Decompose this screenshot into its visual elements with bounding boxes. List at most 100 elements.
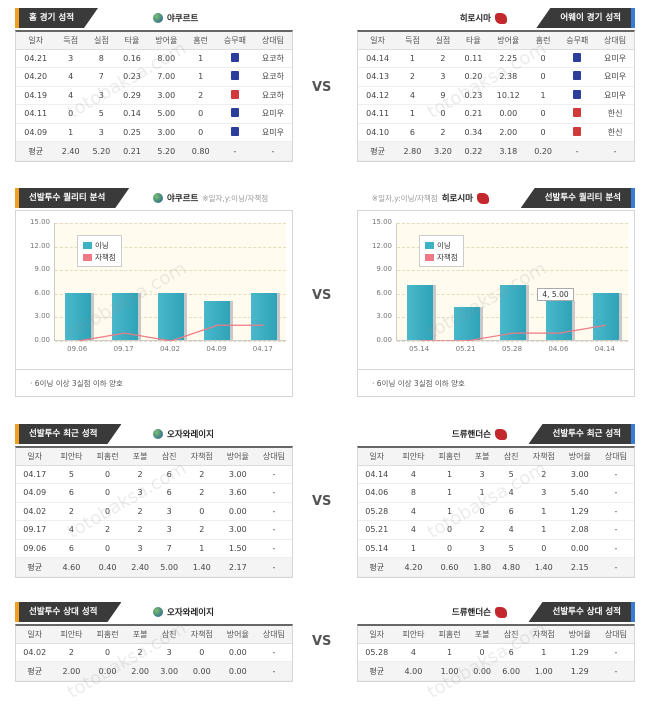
table-cell: 09.06 xyxy=(16,539,54,558)
legend-innings: 이닝 xyxy=(83,239,116,251)
y-tick-label: 12.00 xyxy=(371,241,392,250)
table-cell: - xyxy=(255,539,292,558)
table-row: 04.14 4 1 3 5 2 3.00- xyxy=(358,465,634,484)
table-cell: 1 xyxy=(185,49,216,68)
innings-bar[interactable] xyxy=(158,292,184,340)
table-cell: 3 xyxy=(86,86,117,105)
average-cell: - xyxy=(253,141,292,161)
legend-swatch xyxy=(425,253,434,261)
innings-bar[interactable] xyxy=(204,300,231,340)
y-tick-label: 0.00 xyxy=(376,336,392,344)
table-cell: - xyxy=(597,520,634,540)
innings-bar[interactable] xyxy=(592,292,619,340)
average-cell: 평균 xyxy=(358,557,396,577)
legend-swatch xyxy=(425,241,434,249)
x-tick-label: 05.28 xyxy=(501,345,523,353)
table-cell: - xyxy=(597,502,634,521)
away-record-panel: 히로시마 어웨이 경기 성적 일자 득점 실점 타율 방어율 홈런 승무패 상대팀 04.14 1… xyxy=(357,8,635,162)
innings-bar[interactable] xyxy=(111,292,138,340)
average-cell: 0.00 xyxy=(219,661,256,681)
table-cell: 0 xyxy=(183,502,220,521)
result-cell xyxy=(215,49,254,68)
average-cell: - xyxy=(558,141,597,161)
table-cell: 0.00 xyxy=(219,643,256,662)
table-cell: 3.00 xyxy=(561,465,598,484)
table-row: 04.21 3 8 0.16 8.00 1 요코하 xyxy=(16,49,292,68)
table-cell: 3 xyxy=(125,539,155,558)
column-header: 자책점 xyxy=(183,626,220,644)
table-cell: 6 xyxy=(53,539,90,558)
table-cell: 0 xyxy=(89,643,126,662)
yakult-logo-icon xyxy=(153,13,163,23)
average-cell: 1.00 xyxy=(431,661,468,681)
yakult-logo-icon xyxy=(153,607,163,617)
table-cell: 0.16 xyxy=(116,49,148,68)
table-cell: 0 xyxy=(431,539,468,558)
table-cell: 8 xyxy=(86,49,117,68)
result-cell xyxy=(558,67,597,87)
loss-badge-icon xyxy=(573,108,582,118)
y-tick-label: 9.00 xyxy=(376,265,392,274)
table-row: 04.02 2 0 2 3 0 0.00- xyxy=(16,502,292,521)
table-cell: 6 xyxy=(496,643,526,662)
average-cell: 2.40 xyxy=(55,141,87,161)
table-cell: 05.28 xyxy=(358,502,396,521)
table-cell: 0 xyxy=(89,465,126,484)
innings-bar[interactable] xyxy=(250,292,277,340)
column-header: 일자 xyxy=(16,32,56,50)
table-cell: 1 xyxy=(525,520,562,540)
table-cell: 한신 xyxy=(596,123,634,142)
right-quality-chart: 이닝 자책점 4, 5.00 0.00 3.00 6.00 9.00 12.00 15.00 0… xyxy=(357,210,635,370)
innings-bar[interactable] xyxy=(500,284,526,340)
right-recent-pitcher-panel: 드류핸더슨 선발투수 최근 성적 일자 피안타 피홈런 포볼 삼진 자책점 방어율 상대팀 04… xyxy=(357,424,635,578)
gridline xyxy=(55,341,286,342)
column-header: 피홈런 xyxy=(431,626,468,644)
table-cell: 2 xyxy=(53,643,90,662)
table-cell: 2 xyxy=(125,520,155,540)
table-cell: 요미우 xyxy=(253,123,292,142)
table-cell: 2 xyxy=(183,465,220,484)
right-recent-title: 선발투수 최근 성적 xyxy=(528,424,635,444)
average-cell: - xyxy=(597,661,634,681)
x-tick-label: 04.09 xyxy=(206,345,227,353)
average-cell: 3.20 xyxy=(427,141,459,161)
table-cell: 1 xyxy=(525,502,562,521)
table-cell: 04.14 xyxy=(358,465,396,484)
right-quality-panel: ※일자,y:이닝/자책점 히로시마 선발투수 퀄리티 분석 이닝 자책점 4, 5.… xyxy=(357,188,635,397)
earned-runs-line xyxy=(78,324,264,341)
table-cell: 0 xyxy=(431,520,468,540)
table-cell: 6 xyxy=(154,483,184,503)
right-pitcher-name: 드류핸더슨 xyxy=(452,428,507,440)
left-quality-panel: 선발투수 퀄리티 분석 야쿠르트 ※일자,y:이닝/자책점 이닝 자책점 0.00 3… xyxy=(15,188,293,397)
table-cell: 1 xyxy=(431,483,468,503)
table-cell: 3.60 xyxy=(219,483,256,503)
table-cell: 2 xyxy=(467,520,497,540)
table-cell: - xyxy=(255,502,292,521)
column-header: 실점 xyxy=(86,32,117,50)
plot-area: 이닝 자책점 xyxy=(54,223,286,342)
innings-bar[interactable] xyxy=(407,284,434,340)
hiroshima-logo-icon xyxy=(495,12,507,24)
win-badge-icon xyxy=(230,126,239,136)
table-cell: 6 xyxy=(53,483,90,503)
table-cell: 3 xyxy=(125,483,155,503)
average-cell: 0.80 xyxy=(185,141,216,161)
left-recent-table: 일자 피안타 피홈런 포볼 삼진 자책점 방어율 상대팀 04.17 5 0 2 6 2 3.00-04.0… xyxy=(16,448,292,577)
table-cell: 0.25 xyxy=(116,123,148,142)
vs-label: VS xyxy=(312,80,332,95)
table-cell: 0 xyxy=(55,104,87,124)
average-cell: 0.00 xyxy=(183,661,220,681)
x-tick-label: 04.06 xyxy=(548,345,569,353)
table-cell: 3 xyxy=(467,539,497,558)
right-versus-table: 일자 피안타 피홈런 포볼 삼진 자책점 방어율 상대팀 05.28 4 1 0 6 1 1.29- 평균 4.… xyxy=(358,626,634,681)
result-cell xyxy=(558,86,597,105)
column-header: 삼진 xyxy=(154,448,184,466)
innings-bar[interactable] xyxy=(65,292,92,340)
table-cell: 6 xyxy=(154,465,184,484)
innings-bar[interactable] xyxy=(453,306,480,340)
table-row: 04.02 2 0 2 3 0 0.00- xyxy=(16,643,292,662)
win-badge-icon xyxy=(573,52,582,62)
gridline xyxy=(55,270,286,272)
table-cell: 2 xyxy=(183,520,220,540)
chart-legend: 이닝 자책점 xyxy=(419,235,464,267)
